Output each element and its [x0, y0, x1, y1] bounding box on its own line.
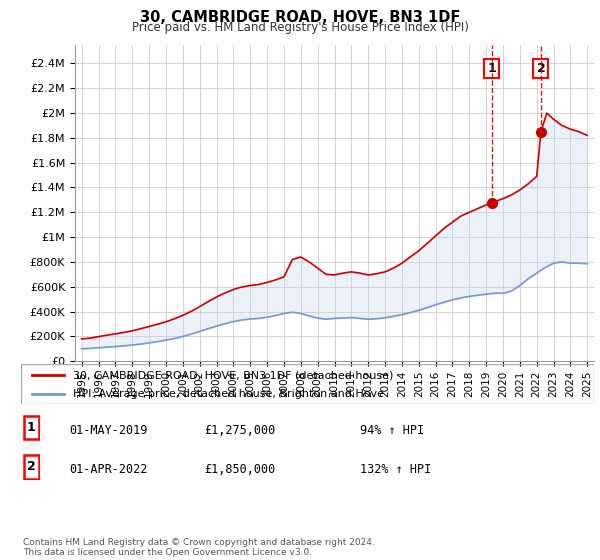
Text: Contains HM Land Registry data © Crown copyright and database right 2024.
This d: Contains HM Land Registry data © Crown c… — [23, 538, 374, 557]
Text: 2: 2 — [27, 460, 35, 473]
Text: Price paid vs. HM Land Registry's House Price Index (HPI): Price paid vs. HM Land Registry's House … — [131, 21, 469, 34]
Text: 01-MAY-2019: 01-MAY-2019 — [69, 424, 148, 437]
Text: 1: 1 — [487, 62, 496, 75]
Text: £1,850,000: £1,850,000 — [204, 463, 275, 477]
Text: HPI: Average price, detached house, Brighton and Hove: HPI: Average price, detached house, Brig… — [73, 389, 383, 399]
Text: £1,275,000: £1,275,000 — [204, 424, 275, 437]
Text: 30, CAMBRIDGE ROAD, HOVE, BN3 1DF: 30, CAMBRIDGE ROAD, HOVE, BN3 1DF — [140, 10, 460, 25]
Text: 01-APR-2022: 01-APR-2022 — [69, 463, 148, 477]
Text: 2: 2 — [536, 62, 545, 75]
Text: 30, CAMBRIDGE ROAD, HOVE, BN3 1DF (detached house): 30, CAMBRIDGE ROAD, HOVE, BN3 1DF (detac… — [73, 370, 393, 380]
Text: 1: 1 — [27, 421, 35, 434]
Text: 94% ↑ HPI: 94% ↑ HPI — [360, 424, 424, 437]
Text: 132% ↑ HPI: 132% ↑ HPI — [360, 463, 431, 477]
